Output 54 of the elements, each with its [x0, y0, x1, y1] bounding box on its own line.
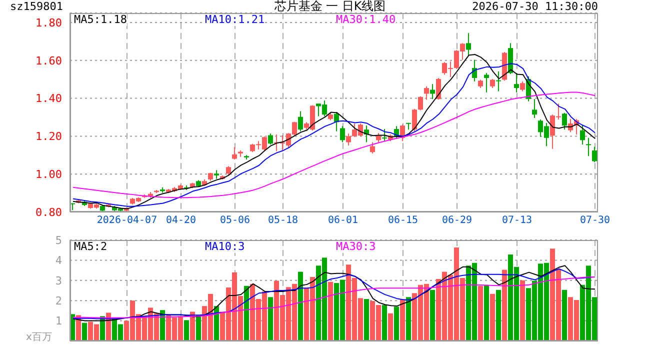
bar [406, 297, 411, 341]
text: MA30:1.40 [336, 13, 396, 26]
bar [388, 313, 393, 341]
bar [400, 299, 405, 341]
bar [328, 282, 333, 341]
candlestick [586, 138, 591, 156]
x-tick-label: 06-01 [328, 214, 358, 227]
bar [190, 312, 195, 341]
y-tick-label: 1.20 [36, 130, 62, 144]
bar [478, 286, 483, 341]
bar [184, 320, 189, 341]
y-tick-label: 0.80 [36, 206, 62, 219]
text: MA5:1.18 [74, 13, 127, 26]
chart-subtitle: sz159801 [10, 0, 63, 13]
chart-title: 芯片基金 一 日K线图 [274, 0, 386, 13]
x-tick-label: 05-18 [268, 214, 298, 227]
x-tick-label: 07-13 [502, 214, 532, 227]
bar [430, 290, 435, 341]
bar [484, 284, 489, 341]
x-tick-label: 07-30 [580, 214, 610, 227]
bar [496, 290, 501, 341]
y-tick-label: 5 [55, 234, 62, 247]
y-tick-label: 3 [55, 274, 62, 288]
bar [490, 294, 495, 341]
bar [298, 272, 303, 341]
x-tick-label: 06-15 [388, 214, 418, 227]
y-tick-label: 2 [55, 294, 62, 308]
bar [196, 315, 201, 341]
y-tick-label: 1.40 [36, 92, 62, 106]
y-tick-label: 4 [55, 254, 62, 268]
text: MA30:3 [336, 240, 376, 253]
bar [394, 306, 399, 341]
bar [244, 286, 249, 341]
x-tick-label: 06-29 [442, 214, 472, 227]
bar [82, 322, 87, 341]
x-tick-label: 04-20 [166, 214, 196, 227]
bar [562, 290, 567, 341]
bar [502, 270, 507, 341]
annotation: 2026-07-30 11:30:00 [472, 0, 598, 13]
line-series [72, 276, 596, 318]
x-tick-label: 05-06 [220, 214, 250, 227]
text: MA10:1.21 [205, 13, 265, 26]
bar [268, 297, 273, 341]
x-tick-label: 2026-04-07 [96, 214, 158, 227]
bar [520, 280, 525, 341]
bar [364, 298, 369, 341]
y-tick-label: 1.00 [36, 168, 62, 181]
text: MA5:2 [74, 240, 108, 253]
y-tick-label: 1.60 [36, 54, 62, 68]
text: MA10:3 [205, 240, 245, 253]
y-tick-label: 1 [55, 314, 62, 328]
bar [382, 305, 387, 341]
y-tick-label: 1.80 [36, 16, 62, 30]
y-axis-title: x百万 [26, 331, 52, 344]
